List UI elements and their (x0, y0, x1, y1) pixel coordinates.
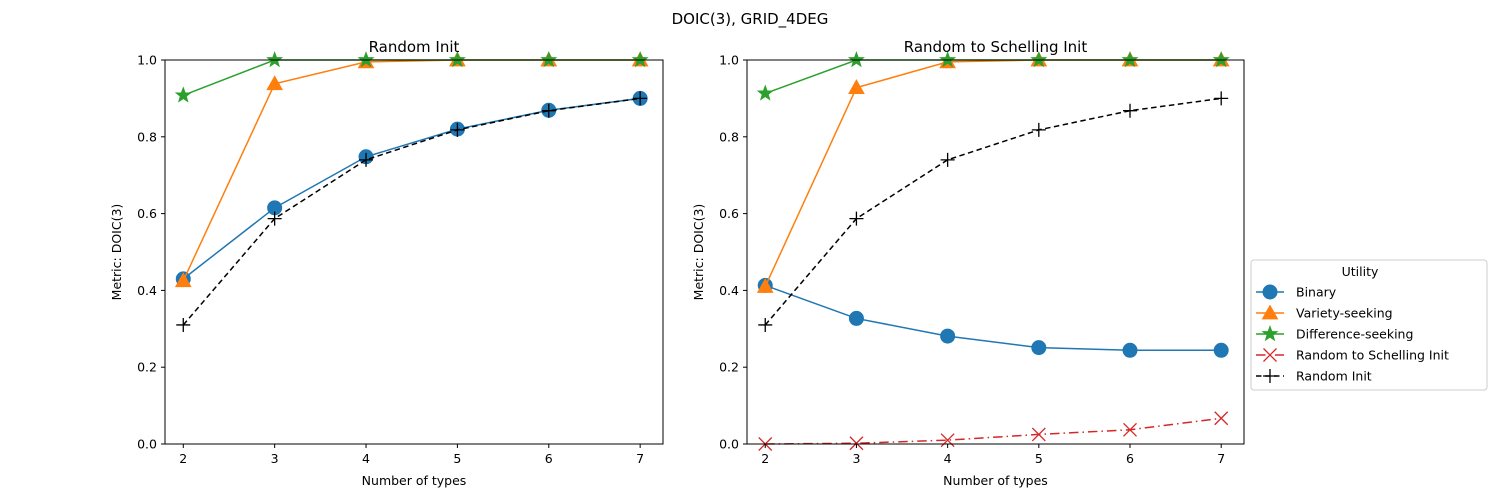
data-point-random-init-5 (1031, 122, 1046, 137)
x-tick-label: 5 (453, 451, 461, 466)
data-point-random-init-6 (1123, 103, 1138, 118)
data-point-difference-seeking-4 (357, 51, 375, 68)
legend-item-random-to-schelling-init: Random to Schelling Init (1256, 348, 1449, 363)
x-tick-label: 3 (852, 451, 860, 466)
x-tick-label: 6 (545, 451, 553, 466)
y-tick-label: 0.0 (137, 437, 157, 452)
x-tick-label: 7 (1217, 451, 1225, 466)
series-line-random-init (764, 97, 1222, 326)
data-point-random-init-7 (1214, 91, 1229, 106)
legend-marker-random-init (1263, 369, 1277, 383)
data-point-difference-seeking-5 (448, 51, 466, 68)
subplot-random-to-schelling-init: 2 3 4 5 6 7 0.0 0.2 0.4 0.6 0.8 1.0 Random to Schell… (691, 38, 1245, 488)
data-point-random-to-schelling-init-6 (1123, 422, 1137, 437)
data-point-difference-seeking-2 (756, 84, 774, 101)
data-point-random-to-schelling-init-3 (849, 436, 864, 451)
data-point-random-to-schelling-init-5 (1031, 427, 1046, 442)
plot-area (747, 60, 1244, 444)
x-tick-label: 4 (362, 451, 370, 466)
legend-marker-variety-seeking (1261, 304, 1279, 320)
x-tick-label: 5 (1035, 451, 1043, 466)
y-tick-label: 1.0 (137, 53, 157, 68)
data-point-difference-seeking-3 (266, 51, 284, 68)
data-point-variety-seeking-2 (174, 272, 192, 288)
x-tick-label: 6 (1126, 451, 1134, 466)
legend-item-difference-seeking: Difference-seeking (1256, 325, 1413, 342)
legend-item-binary: Binary (1256, 284, 1337, 300)
y-tick-label: 0.2 (719, 360, 739, 375)
y-tick-label: 0.4 (137, 283, 157, 298)
y-axis-label: Metric: DOIC(3) (691, 204, 706, 301)
data-point-random-init-3 (267, 211, 282, 226)
data-point-random-init-5 (450, 122, 465, 137)
y-tick-label: 0.8 (137, 129, 157, 144)
data-point-difference-seeking-7 (1212, 51, 1230, 68)
data-point-random-init-2 (176, 317, 191, 332)
plot-area (165, 60, 663, 444)
y-tick-label: 0.4 (719, 283, 739, 298)
legend: Utility Binary Variety-seeking Difference-… (1250, 259, 1488, 391)
legend-marker-binary (1262, 284, 1278, 300)
legend-label: Variety-seeking (1296, 306, 1393, 321)
legend-title: Utility (1342, 264, 1379, 279)
x-axis-label: Number of types (362, 473, 467, 488)
data-point-difference-seeking-5 (1030, 51, 1048, 68)
legend-marker-difference-seeking (1261, 325, 1279, 342)
data-point-random-init-4 (940, 152, 955, 167)
y-tick-label: 0.2 (137, 360, 157, 375)
data-point-binary-5 (1031, 340, 1047, 356)
data-point-binary-6 (1122, 342, 1138, 358)
axes-frame (746, 59, 1245, 445)
data-point-random-to-schelling-init-7 (1214, 411, 1229, 426)
legend-item-random-init: Random Init (1256, 369, 1372, 384)
legend-item-variety-seeking: Variety-seeking (1256, 304, 1393, 321)
data-point-binary-3 (848, 310, 864, 326)
data-point-difference-seeking-7 (631, 51, 649, 68)
data-point-variety-seeking-2 (756, 278, 774, 293)
legend-frame (1250, 259, 1488, 391)
y-axis-label: Metric: DOIC(3) (109, 204, 124, 301)
subplot-title: Random to Schelling Init (904, 38, 1088, 56)
data-point-variety-seeking-3 (266, 75, 284, 91)
data-point-variety-seeking-3 (848, 79, 865, 94)
series-group (756, 51, 1230, 451)
data-point-binary-4 (940, 328, 956, 344)
subplot-title: Random Init (369, 38, 460, 56)
data-point-difference-seeking-6 (1121, 51, 1139, 68)
figure-suptitle: DOIC(3), GRID_4DEG (672, 10, 829, 29)
legend-label: Difference-seeking (1296, 327, 1413, 342)
x-tick-label: 2 (761, 451, 769, 466)
data-point-difference-seeking-6 (540, 51, 558, 68)
y-tick-label: 0.6 (719, 206, 739, 221)
data-point-binary-7 (1213, 342, 1229, 358)
legend-label: Random to Schelling Init (1296, 348, 1449, 363)
series-line-random-init (182, 97, 641, 326)
legend-label: Binary (1296, 285, 1337, 300)
data-point-difference-seeking-3 (847, 51, 865, 68)
y-tick-label: 0.6 (137, 206, 157, 221)
y-tick-label: 1.0 (719, 53, 739, 68)
subplot-random-init: 2 3 4 5 6 7 0.0 0.2 0.4 0.6 0.8 1.0 Random Init Numbe… (109, 38, 664, 488)
y-tick-label: 0.0 (719, 437, 739, 452)
series-line-binary (764, 284, 1222, 352)
axes-frame (164, 59, 664, 445)
legend-marker-random-to-schelling-init (1263, 348, 1277, 362)
data-point-random-init-2 (758, 317, 773, 332)
x-tick-label: 7 (636, 451, 644, 466)
data-point-difference-seeking-4 (939, 51, 957, 68)
x-axis-label: Number of types (943, 473, 1048, 488)
x-tick-label: 3 (271, 451, 279, 466)
data-point-random-init-7 (633, 91, 648, 106)
data-point-random-init-4 (359, 152, 374, 167)
legend-label: Random Init (1296, 369, 1372, 384)
x-tick-label: 4 (944, 451, 952, 466)
x-tick-label: 2 (179, 451, 187, 466)
y-tick-label: 0.8 (719, 129, 739, 144)
data-point-random-init-3 (849, 211, 864, 226)
data-point-difference-seeking-2 (174, 86, 192, 103)
data-point-random-init-6 (541, 103, 556, 118)
series-line-random-to-schelling-init (765, 417, 1222, 445)
